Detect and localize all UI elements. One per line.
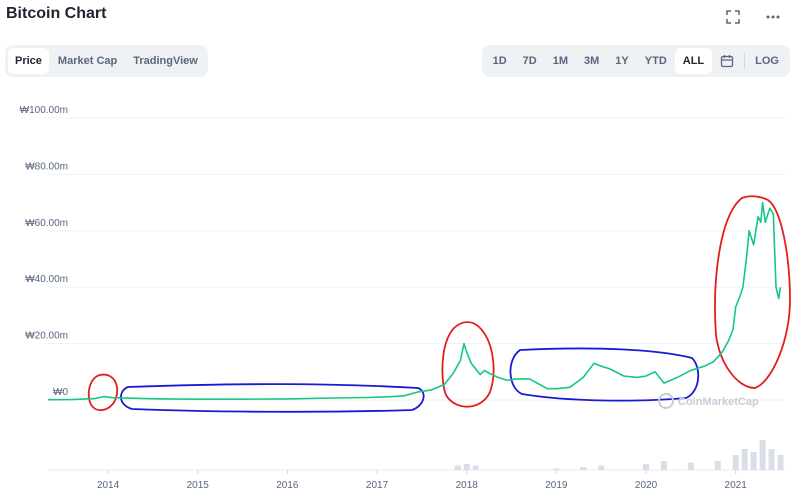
more-icon[interactable] bbox=[764, 8, 782, 26]
range-divider bbox=[744, 53, 746, 69]
volume-bar bbox=[463, 464, 470, 470]
volume-bar bbox=[732, 455, 739, 470]
x-tick-label: 2019 bbox=[545, 480, 568, 491]
volume-bar bbox=[472, 465, 479, 470]
annotation-circle bbox=[120, 383, 425, 413]
y-tick-label: ₩100.00m bbox=[20, 105, 68, 116]
tab-tradingview[interactable]: TradingView bbox=[133, 55, 198, 67]
volume-bar bbox=[643, 464, 650, 470]
range-all[interactable]: ALL bbox=[674, 48, 713, 74]
annotation-circle bbox=[509, 347, 700, 402]
log-toggle[interactable]: LOG bbox=[755, 55, 779, 67]
watermark-text: CoinMarketCap bbox=[678, 396, 759, 408]
x-tick-label: 2018 bbox=[456, 480, 479, 491]
coinmarketcap-logo-icon bbox=[658, 393, 674, 409]
x-tick-label: 2014 bbox=[97, 480, 120, 491]
range-7d[interactable]: 7D bbox=[522, 55, 537, 67]
range-ytd[interactable]: YTD bbox=[644, 55, 667, 67]
y-tick-label: ₩0 bbox=[53, 387, 68, 398]
volume-bar bbox=[750, 452, 757, 470]
page-title: Bitcoin Chart bbox=[6, 5, 107, 22]
annotation-circle bbox=[714, 195, 791, 389]
volume-bar bbox=[687, 462, 694, 470]
tab-market-cap[interactable]: Market Cap bbox=[57, 55, 118, 67]
volume-bar bbox=[759, 440, 766, 470]
y-tick-label: ₩80.00m bbox=[25, 161, 68, 172]
x-tick-label: 2015 bbox=[187, 480, 210, 491]
x-tick-label: 2020 bbox=[635, 480, 658, 491]
range-1d[interactable]: 1D bbox=[492, 55, 507, 67]
range-3m[interactable]: 3M bbox=[584, 55, 600, 67]
volume-bar bbox=[553, 468, 560, 470]
x-tick-label: 2016 bbox=[276, 480, 299, 491]
calendar-icon[interactable] bbox=[712, 48, 742, 74]
time-range-selector: 1D 7D 1M 3M 1Y YTD ALL LOG bbox=[481, 45, 790, 77]
fullscreen-icon[interactable] bbox=[724, 8, 742, 26]
x-tick-label: 2021 bbox=[725, 480, 748, 491]
volume-bar bbox=[454, 465, 461, 470]
watermark: CoinMarketCap bbox=[658, 393, 759, 409]
y-tick-label: ₩40.00m bbox=[25, 274, 68, 285]
y-tick-label: ₩20.00m bbox=[25, 331, 68, 342]
x-tick-label: 2017 bbox=[366, 480, 389, 491]
volume-bar bbox=[768, 449, 775, 470]
chart-type-tabs: Price Market Cap TradingView bbox=[5, 45, 208, 77]
volume-bar bbox=[741, 449, 748, 470]
price-series-line bbox=[47, 201, 782, 401]
annotation-circle bbox=[87, 373, 119, 412]
annotation-circle bbox=[441, 321, 495, 408]
top-actions bbox=[724, 8, 782, 26]
tab-price[interactable]: Price bbox=[8, 48, 49, 74]
volume-bar bbox=[777, 455, 784, 470]
volume-bar bbox=[714, 461, 721, 470]
y-tick-label: ₩60.00m bbox=[25, 218, 68, 229]
volume-bar bbox=[580, 467, 587, 470]
range-1y[interactable]: 1Y bbox=[615, 55, 629, 67]
volume-bar bbox=[598, 465, 605, 470]
volume-bar bbox=[660, 461, 667, 470]
range-1m[interactable]: 1M bbox=[552, 55, 569, 67]
